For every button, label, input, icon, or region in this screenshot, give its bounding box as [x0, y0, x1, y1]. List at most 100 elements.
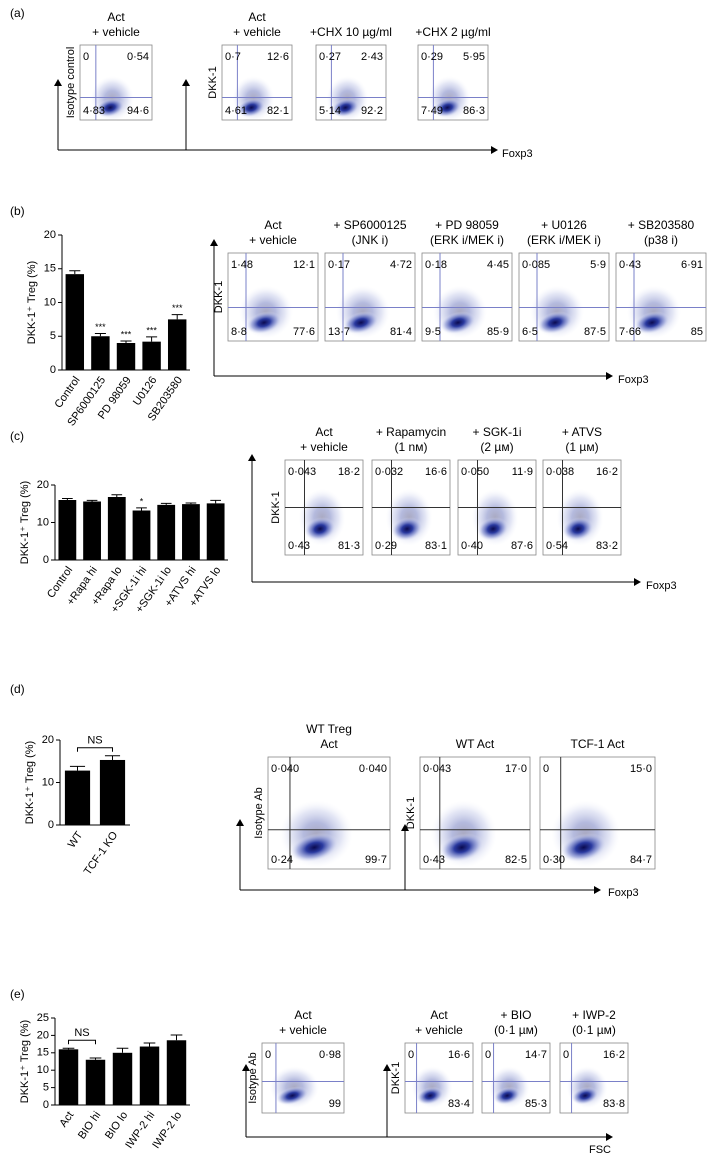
quadrant-value: 0: [83, 51, 89, 63]
quadrant-value: 99·7: [365, 854, 387, 866]
quadrant-value: 0·032: [375, 466, 403, 478]
error-bar: [170, 1034, 183, 1041]
quadrant-value: 6·91: [681, 259, 703, 271]
plot-title: (2 µм): [480, 440, 513, 454]
error-bar: [86, 499, 98, 502]
plot-title: (1 µм): [565, 440, 598, 454]
plot-title: + vehicle: [249, 233, 297, 247]
plot-y-label: DKK-1: [270, 491, 282, 523]
plot-title: Act: [248, 10, 266, 24]
x-tick-label: Act: [57, 1110, 76, 1130]
quadrant-value: 14·7: [525, 1049, 547, 1061]
quadrant-value: 0·18: [425, 259, 447, 271]
quadrant-value: 0·038: [546, 466, 574, 478]
error-bar: [94, 333, 106, 337]
panel-label: (b): [10, 204, 25, 218]
plot-title: TCF-1 Act: [570, 737, 625, 751]
quadrant-value: 0·43: [619, 259, 641, 271]
plot-y-label: Isotype control: [65, 47, 77, 119]
quadrant-value: 0·17: [328, 259, 350, 271]
plot-title: +CHX 2 µg/ml: [415, 25, 490, 39]
quadrant-value: 5·9: [590, 259, 606, 271]
plot-title: + vehicle: [233, 25, 281, 39]
quadrant-value: 82·5: [505, 854, 527, 866]
y-tick-label: 15: [44, 263, 56, 275]
quadrant-value: 0: [543, 763, 549, 775]
plot-y-label: Isotype Ab: [247, 1052, 259, 1103]
y-tick-label: 5: [43, 1082, 49, 1094]
y-tick-label: 10: [42, 776, 54, 788]
error-bar: [146, 336, 158, 342]
density: [440, 311, 476, 334]
plot-y-label: DKK-1: [213, 281, 225, 313]
plot-y-label: DKK-1: [207, 66, 219, 98]
y-tick-label: 20: [37, 1029, 49, 1041]
error-bar: [120, 340, 132, 343]
error-bar: [210, 499, 221, 504]
density: [416, 1086, 444, 1105]
quadrant-value: 17·0: [505, 763, 527, 775]
density: [391, 517, 423, 541]
y-tick-label: 10: [44, 296, 56, 308]
y-axis-label: DKK-1⁺ Treg (%): [26, 261, 38, 344]
quadrant-value: 81·3: [338, 540, 360, 552]
density: [246, 311, 282, 334]
bracket: [68, 1039, 96, 1045]
quadrant-value: 0·7: [225, 51, 241, 63]
error-bar: [160, 502, 172, 505]
quadrant-value: 16·2: [603, 1049, 625, 1061]
quadrant-value: 85: [691, 326, 703, 338]
x-axis-label: Foxp3: [618, 374, 649, 386]
error-bar: [69, 270, 81, 275]
y-tick-label: 0: [43, 1099, 49, 1111]
quadrant-value: 87·5: [584, 326, 606, 338]
plot-title: (0·1 µм): [572, 1023, 616, 1037]
bar: [58, 1049, 79, 1105]
y-axis-label: DKK-1⁺ Treg (%): [19, 481, 31, 564]
error-bar: [104, 755, 121, 760]
x-axis-label: Foxp3: [608, 887, 639, 899]
quadrant-value: 6·5: [522, 326, 538, 338]
quadrant-value: 85·9: [487, 326, 509, 338]
y-tick-label: 0: [48, 819, 54, 831]
quadrant-value: 4·61: [225, 105, 247, 117]
plot-title: + vehicle: [279, 1023, 327, 1037]
quadrant-value: 83·4: [448, 1098, 470, 1110]
quadrant-value: 12·6: [267, 51, 289, 63]
quadrant-value: 87·6: [511, 540, 533, 552]
quadrant-value: 0·30: [543, 854, 565, 866]
density: [290, 833, 339, 862]
quadrant-value: 82·1: [267, 105, 289, 117]
bar: [85, 1059, 106, 1105]
quadrant-value: 0: [485, 1049, 491, 1061]
quadrant-value: 0·24: [271, 854, 293, 866]
error-bar: [89, 1057, 102, 1060]
plot-title: (JNK i): [352, 233, 389, 247]
quadrant-value: 0·043: [423, 763, 451, 775]
plot-y-label: Isotype Ab: [253, 787, 265, 838]
quadrant-value: 4·83: [83, 105, 105, 117]
quadrant-value: 99: [329, 1098, 341, 1110]
quadrant-value: 83·8: [603, 1098, 625, 1110]
plot-title: Act: [264, 218, 282, 232]
error-bar: [111, 494, 123, 497]
quadrant-value: 0: [265, 1049, 271, 1061]
density: [561, 833, 607, 862]
density: [477, 517, 509, 541]
bar: [166, 1040, 187, 1105]
density: [440, 833, 484, 862]
quadrant-value: 0: [408, 1049, 414, 1061]
y-tick-label: 10: [37, 516, 49, 528]
plot-title: + SP6000125: [333, 218, 406, 232]
quadrant-value: 0·29: [375, 540, 397, 552]
plot-title: (0·1 µм): [494, 1023, 538, 1037]
quadrant-value: 92·2: [361, 105, 383, 117]
plot-title: + vehicle: [92, 25, 140, 39]
quadrant-value: 0·040: [271, 763, 299, 775]
quadrant-value: 0·050: [461, 466, 489, 478]
quadrant-value: 0: [563, 1049, 569, 1061]
bar: [91, 336, 110, 370]
y-tick-label: 5: [50, 330, 56, 342]
bracket-label: NS: [87, 735, 102, 747]
